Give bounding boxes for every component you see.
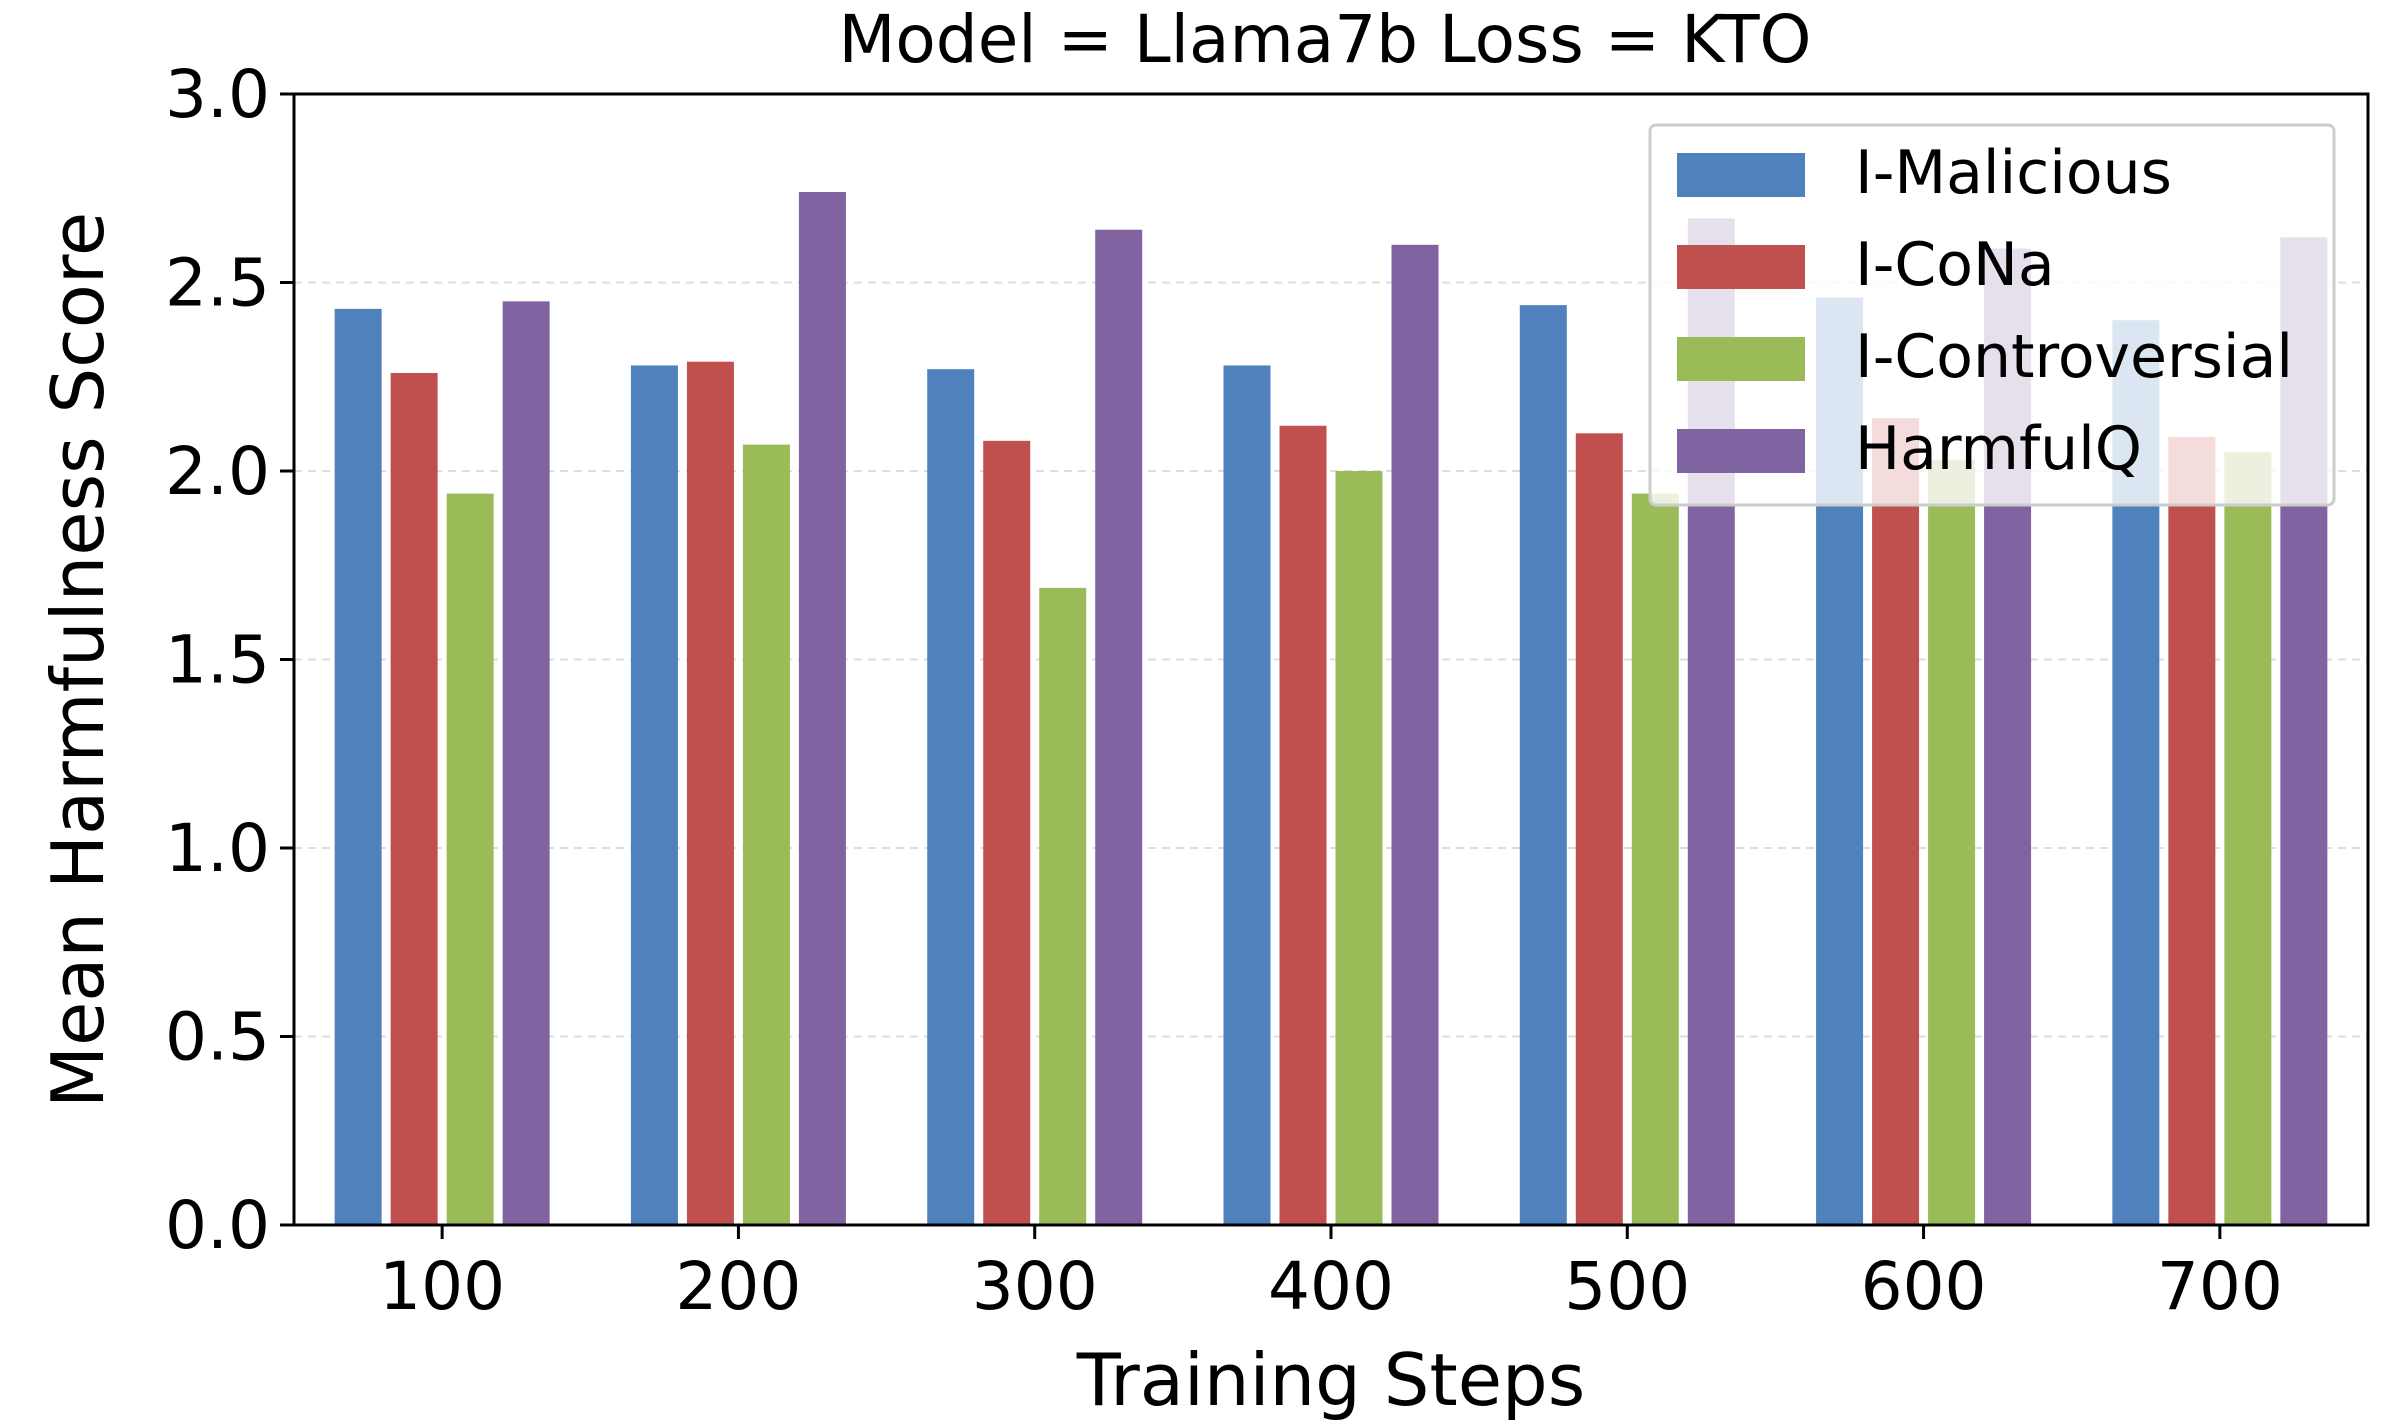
bar-harmfulq-200 [798,192,846,1225]
bar-harmfulq-100 [502,301,550,1226]
x-tick-label: 500 [1564,1248,1690,1325]
legend: I-Malicious I-CoNa I-Controversial HarmfulQ [1648,123,2336,507]
bar-i-controversial-100 [446,493,494,1225]
y-axis-label: Mean Harmfulness Score [36,212,120,1108]
bar-i-malicious-300 [927,369,975,1226]
legend-label: I-Controversial [1855,322,2293,392]
bar-i-cona-200 [686,361,734,1225]
legend-swatch [1677,245,1805,289]
bar-i-controversial-700 [2224,452,2272,1225]
y-tick-label: 1.0 [165,810,270,887]
x-tick-label: 300 [972,1248,1098,1325]
y-tick-label: 2.0 [165,433,270,510]
bar-i-malicious-200 [630,365,678,1225]
legend-swatch [1677,337,1805,381]
bar-i-controversial-400 [1335,471,1383,1225]
x-tick-label: 400 [1268,1248,1394,1325]
legend-box [1648,123,2336,507]
bar-i-malicious-400 [1223,365,1271,1225]
bar-i-controversial-600 [1928,459,1976,1225]
bar-i-cona-400 [1279,425,1327,1225]
bar-harmfulq-400 [1391,244,1439,1226]
bar-i-malicious-500 [1519,305,1567,1225]
x-tick-label: 100 [379,1248,505,1325]
chart-title: Model = Llama7b Loss = KTO [838,1,1811,78]
x-axis-label: Training Steps [1076,1338,1585,1422]
legend-label: I-Malicious [1855,138,2172,208]
legend-label: I-CoNa [1855,230,2055,300]
bar-i-controversial-300 [1039,587,1087,1225]
legend-swatch [1677,429,1805,473]
bar-harmfulq-300 [1095,229,1143,1226]
x-tick-label: 200 [675,1248,801,1325]
bar-i-cona-700 [2168,437,2216,1225]
x-tick-label: 700 [2157,1248,2283,1325]
y-axis: 0.0 0.5 1.0 1.5 2.0 2.5 3.0 [165,56,294,1264]
y-tick-label: 0.5 [165,999,270,1076]
bar-i-cona-100 [390,372,438,1226]
y-tick-label: 0.0 [165,1187,270,1264]
x-tick-label: 600 [1861,1248,1987,1325]
bar-i-cona-500 [1575,433,1623,1225]
legend-label: HarmfulQ [1855,414,2142,484]
y-tick-label: 2.5 [165,245,270,322]
bar-i-cona-600 [1872,418,1920,1226]
x-axis: 100 200 300 400 500 600 700 [379,1225,2283,1325]
bar-i-cona-300 [983,440,1031,1226]
y-tick-label: 3.0 [165,56,270,133]
y-tick-label: 1.5 [165,622,270,699]
bar-i-controversial-200 [742,444,790,1225]
bar-i-malicious-100 [334,308,382,1225]
legend-swatch [1677,153,1805,197]
bar-i-controversial-500 [1631,493,1679,1225]
